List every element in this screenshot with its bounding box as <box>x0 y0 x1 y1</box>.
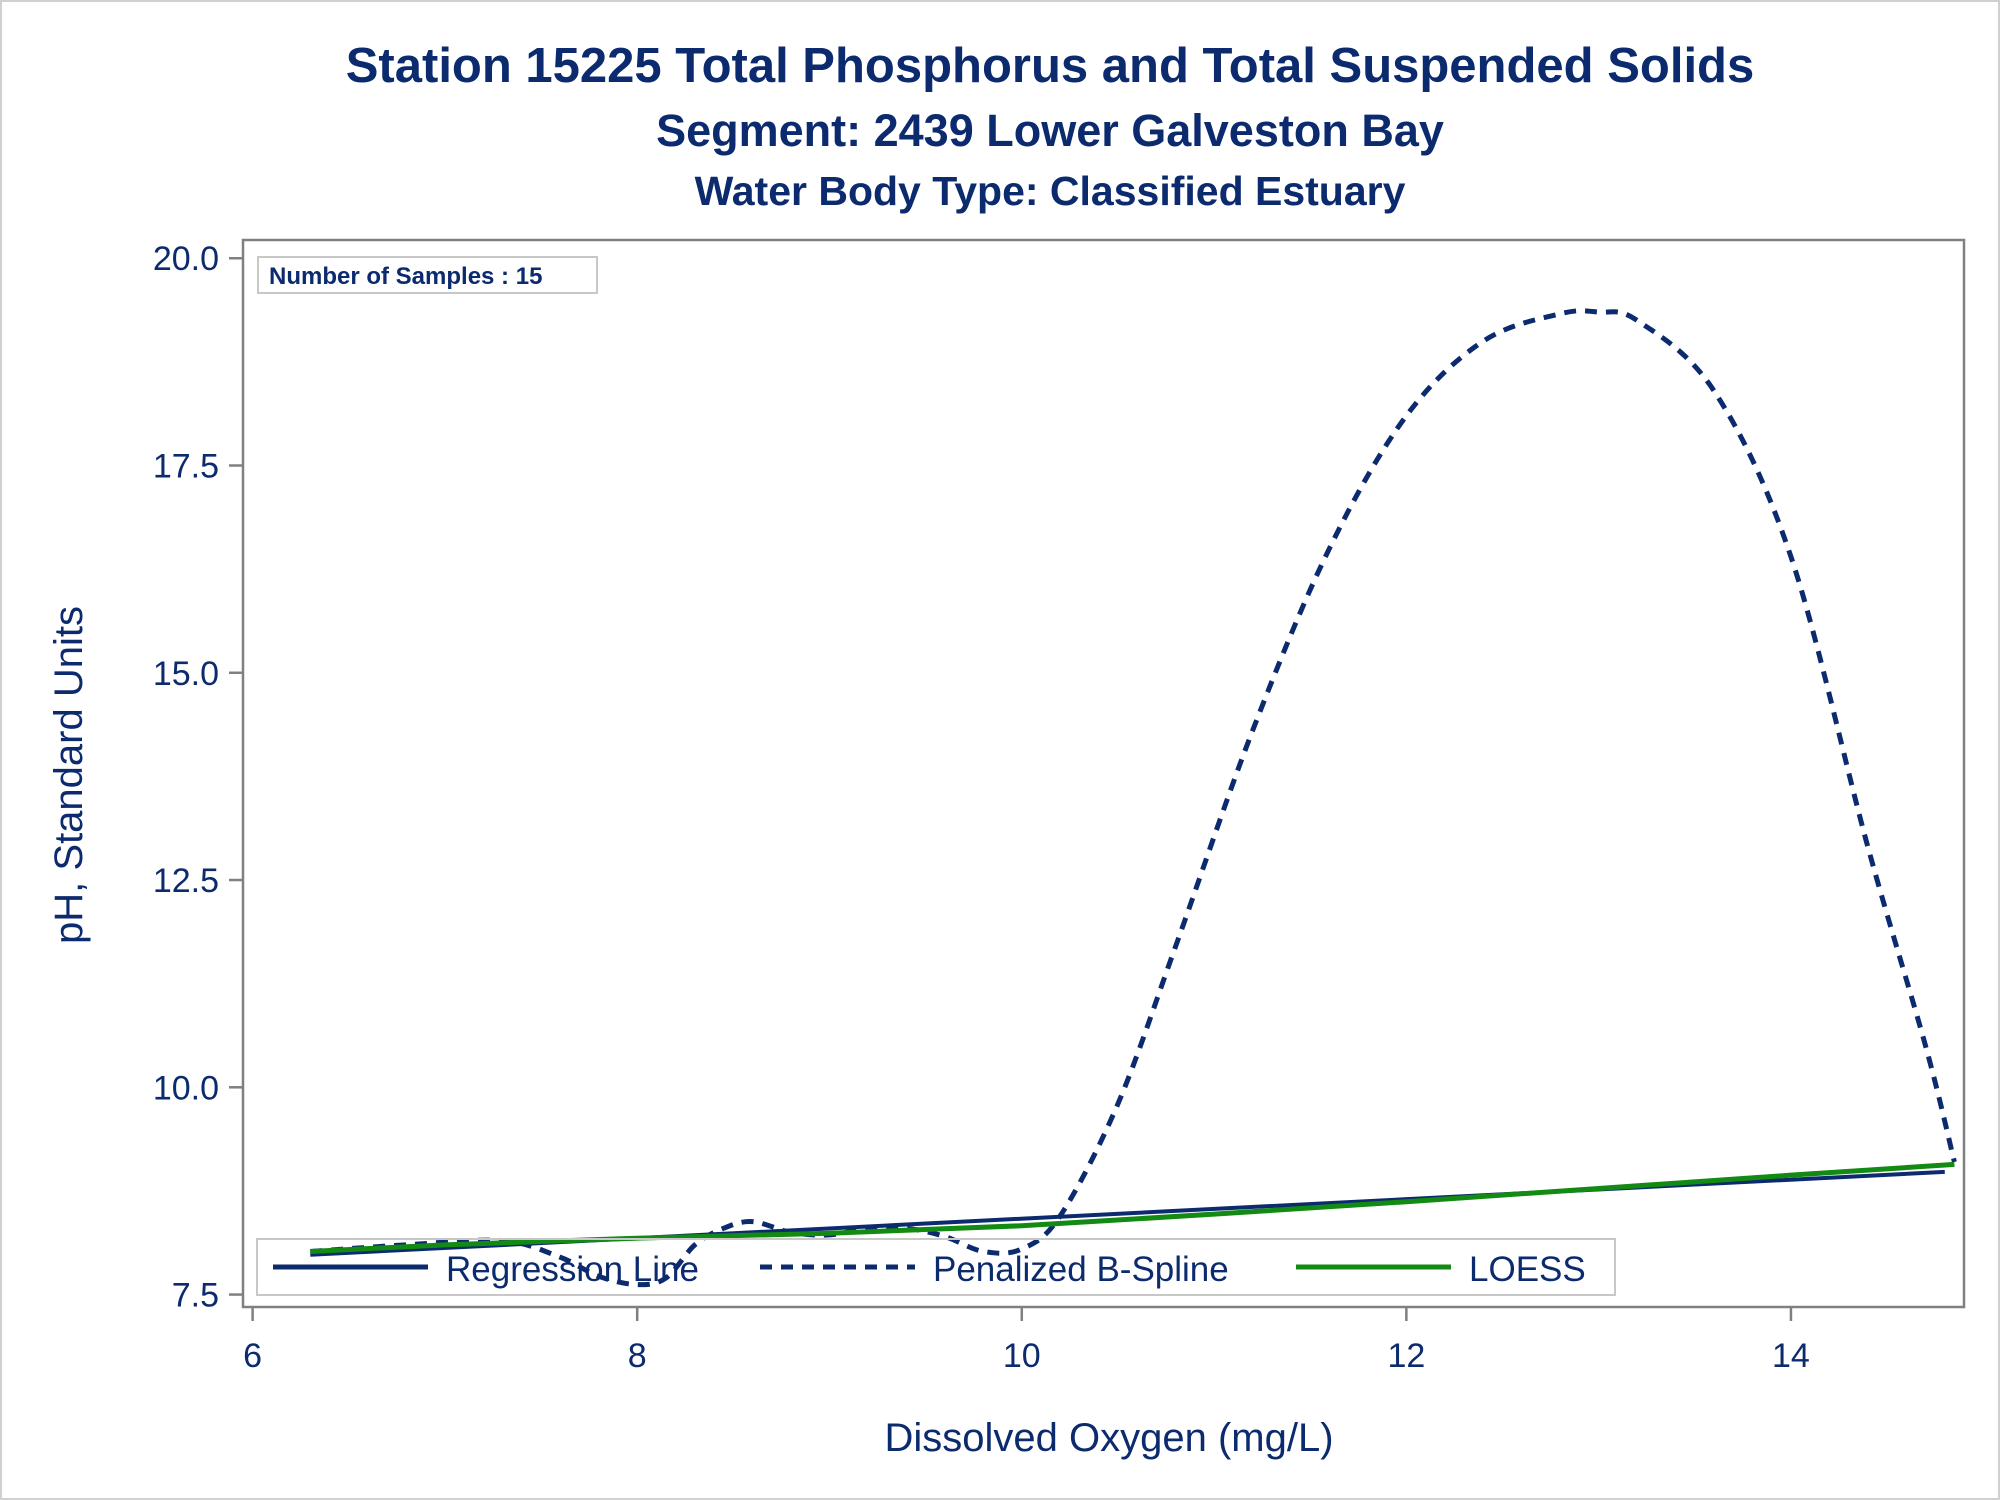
x-tick-label: 10 <box>1003 1337 1041 1375</box>
y-tick-label: 15.0 <box>153 655 219 693</box>
legend: Regression Line Penalized B-Spline LOESS <box>256 1238 1616 1296</box>
legend-label-regression: Regression Line <box>446 1250 699 1289</box>
x-axis: 6 8 10 12 14 <box>243 1307 1810 1375</box>
chart-title: Station 15225 Total Phosphorus and Total… <box>345 39 1755 93</box>
y-tick-label: 17.5 <box>153 448 219 486</box>
series-layer <box>310 308 1957 1288</box>
legend-label-spline: Penalized B-Spline <box>933 1250 1229 1289</box>
y-axis-label: pH, Standard Units <box>47 606 91 944</box>
x-axis-label: Dissolved Oxygen (mg/L) <box>884 1416 1333 1460</box>
y-tick-label: 20.0 <box>153 240 219 278</box>
y-axis: 7.5 10.0 12.5 15.0 17.5 20.0 <box>153 240 243 1315</box>
sample-count-box: Number of Samples : 15 <box>257 256 598 294</box>
chart-subtitle-2: Water Body Type: Classified Estuary <box>694 168 1406 214</box>
x-tick-label: 14 <box>1772 1337 1810 1375</box>
penalized-b-spline-line <box>310 308 1957 1288</box>
y-tick-label: 10.0 <box>153 1069 219 1107</box>
loess-line <box>310 1161 1955 1254</box>
sample-count-label: Number of Samples : 15 <box>269 263 542 290</box>
chart-subtitle: Segment: 2439 Lower Galveston Bay <box>656 105 1444 156</box>
x-tick-label: 6 <box>243 1337 262 1375</box>
y-tick-label: 12.5 <box>153 862 219 900</box>
x-tick-label: 8 <box>628 1337 647 1375</box>
plot-area <box>241 238 1966 1309</box>
legend-label-loess: LOESS <box>1469 1250 1586 1289</box>
y-tick-label: 7.5 <box>172 1277 219 1315</box>
x-tick-label: 12 <box>1387 1337 1425 1375</box>
legend-box <box>256 1238 1616 1296</box>
